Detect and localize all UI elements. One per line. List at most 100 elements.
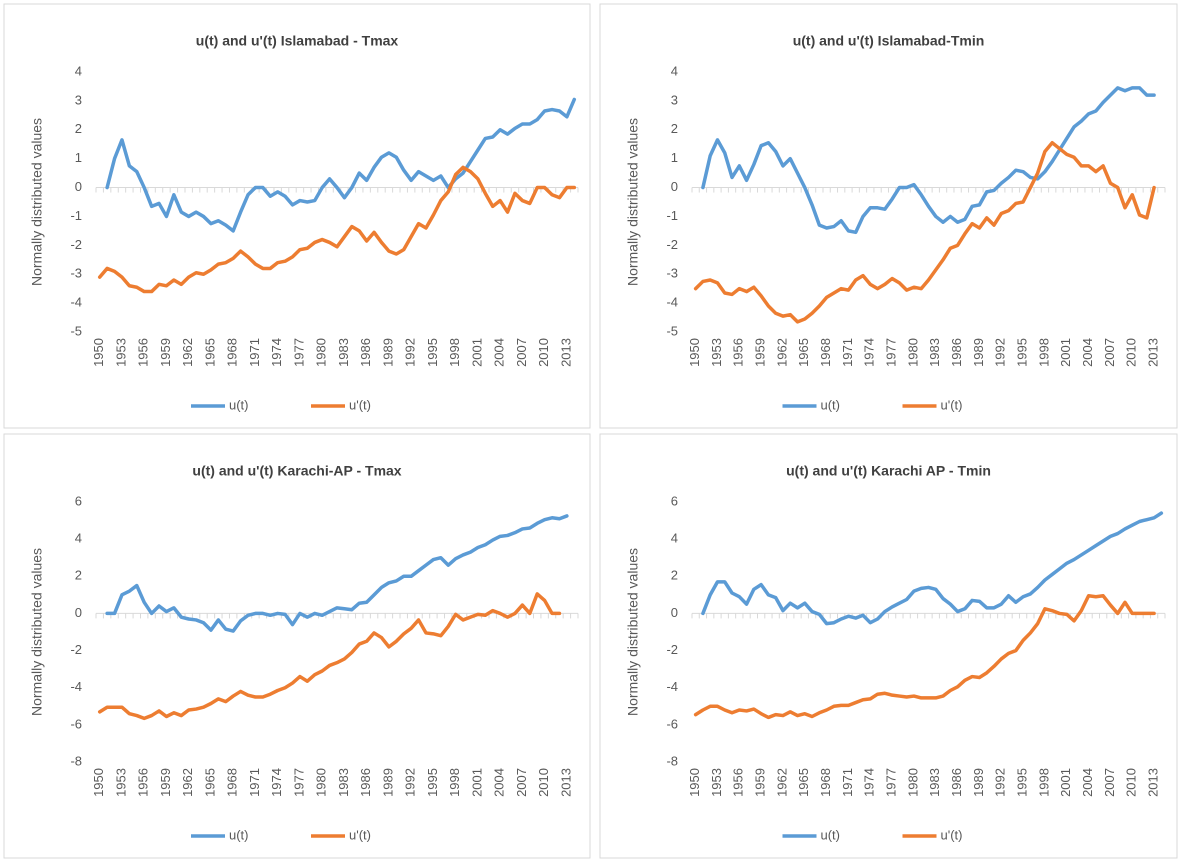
x-tick-label: 2001 xyxy=(1058,338,1073,367)
y-tick-label: 2 xyxy=(75,568,82,583)
x-tick-label: 1971 xyxy=(247,768,262,797)
x-tick-label: 1992 xyxy=(403,768,418,797)
y-tick-label: -3 xyxy=(70,266,82,281)
y-tick-label: 6 xyxy=(671,493,678,508)
x-tick-label: 1956 xyxy=(731,338,746,367)
legend-label: u(t) xyxy=(821,397,841,412)
y-tick-label: 0 xyxy=(75,605,82,620)
x-tick-label: 1998 xyxy=(1036,768,1051,797)
x-tick-label: 1953 xyxy=(113,768,128,797)
x-tick-label: 1974 xyxy=(862,768,877,797)
x-tick-label: 2007 xyxy=(1102,338,1117,367)
y-tick-label: -6 xyxy=(666,716,678,731)
y-tick-label: 2 xyxy=(671,568,678,583)
x-tick-label: 1986 xyxy=(949,768,964,797)
x-tick-label: 1950 xyxy=(687,768,702,797)
x-tick-label: 2010 xyxy=(536,768,551,797)
x-tick-label: 1971 xyxy=(840,768,855,797)
y-tick-label: -5 xyxy=(666,323,678,338)
x-tick-label: 1998 xyxy=(447,338,462,367)
y-tick-label: 0 xyxy=(671,179,678,194)
y-tick-label: -4 xyxy=(666,295,678,310)
x-tick-label: 1962 xyxy=(180,338,195,367)
x-tick-label: 1950 xyxy=(687,338,702,367)
y-tick-label: -2 xyxy=(666,642,678,657)
series-line xyxy=(105,97,577,233)
x-tick-label: 1983 xyxy=(336,768,351,797)
x-tick-label: 1959 xyxy=(753,768,768,797)
x-tick-label: 1986 xyxy=(358,768,373,797)
x-tick-label: 1977 xyxy=(291,768,306,797)
x-tick-label: 2007 xyxy=(514,768,529,797)
x-tick-label: 1950 xyxy=(91,768,106,797)
x-tick-label: 2004 xyxy=(492,338,507,367)
chart-title: u(t) and u'(t) Karachi-AP - Tmax xyxy=(192,463,401,479)
y-tick-label: 1 xyxy=(75,150,82,165)
y-tick-label: -2 xyxy=(70,237,82,252)
x-tick-label: 1950 xyxy=(91,338,106,367)
x-tick-label: 2001 xyxy=(469,338,484,367)
legend-label: u'(t) xyxy=(941,397,963,412)
x-tick-label: 1989 xyxy=(971,768,986,797)
legend-label: u'(t) xyxy=(349,397,371,412)
series-line xyxy=(693,594,1156,720)
x-tick-label: 2013 xyxy=(558,768,573,797)
x-tick-label: 2004 xyxy=(492,768,507,797)
series-line xyxy=(97,592,562,721)
x-tick-label: 1965 xyxy=(796,768,811,797)
x-tick-label: 1980 xyxy=(314,338,329,367)
x-tick-label: 1980 xyxy=(314,768,329,797)
x-tick-label: 1995 xyxy=(1015,768,1030,797)
chart-title: u(t) and u'(t) Karachi AP - Tmin xyxy=(786,463,991,479)
x-tick-label: 2010 xyxy=(1124,768,1139,797)
x-tick-label: 1956 xyxy=(136,338,151,367)
legend-label: u(t) xyxy=(821,827,841,842)
y-axis-title: Normally distributed values xyxy=(29,118,45,286)
y-tick-label: -2 xyxy=(70,642,82,657)
legend-label: u'(t) xyxy=(941,827,963,842)
y-tick-label: -1 xyxy=(666,208,678,223)
chart-title: u(t) and u'(t) Islamabad - Tmax xyxy=(196,33,399,49)
x-tick-label: 1974 xyxy=(862,338,877,367)
x-tick-label: 1989 xyxy=(971,338,986,367)
x-tick-label: 1968 xyxy=(818,768,833,797)
x-tick-label: 1968 xyxy=(818,338,833,367)
x-tick-label: 2007 xyxy=(514,338,529,367)
y-tick-label: -2 xyxy=(666,237,678,252)
y-tick-label: -4 xyxy=(666,679,678,694)
x-tick-label: 1977 xyxy=(884,768,899,797)
y-tick-label: 4 xyxy=(671,531,678,546)
y-tick-label: 4 xyxy=(671,63,678,78)
x-tick-label: 1995 xyxy=(425,768,440,797)
x-tick-label: 1992 xyxy=(403,338,418,367)
x-tick-label: 1971 xyxy=(247,338,262,367)
x-tick-label: 1962 xyxy=(180,768,195,797)
x-tick-label: 1953 xyxy=(113,338,128,367)
x-tick-label: 1962 xyxy=(774,768,789,797)
x-tick-label: 1959 xyxy=(158,768,173,797)
chart-title: u(t) and u'(t) Islamabad-Tmin xyxy=(793,33,985,49)
x-tick-label: 1959 xyxy=(158,338,173,367)
x-tick-label: 1992 xyxy=(993,768,1008,797)
x-tick-label: 1965 xyxy=(202,338,217,367)
x-tick-label: 1980 xyxy=(905,338,920,367)
y-tick-label: 2 xyxy=(75,121,82,136)
x-tick-label: 2004 xyxy=(1080,768,1095,797)
series-line xyxy=(701,511,1164,626)
x-tick-label: 1956 xyxy=(731,768,746,797)
x-tick-label: 2004 xyxy=(1080,338,1095,367)
y-axis-title: Normally distributed values xyxy=(625,118,641,286)
x-tick-label: 2013 xyxy=(1146,338,1161,367)
x-tick-label: 2007 xyxy=(1102,768,1117,797)
x-tick-label: 2001 xyxy=(469,768,484,797)
y-tick-label: -5 xyxy=(70,323,82,338)
x-tick-label: 1998 xyxy=(447,768,462,797)
series-line xyxy=(701,86,1156,235)
y-tick-label: -8 xyxy=(666,753,678,768)
legend-label: u'(t) xyxy=(349,827,371,842)
panel xyxy=(599,433,1178,859)
x-tick-label: 1986 xyxy=(358,338,373,367)
x-tick-label: 1989 xyxy=(380,768,395,797)
y-axis-title: Normally distributed values xyxy=(625,548,641,716)
x-tick-label: 1965 xyxy=(796,338,811,367)
